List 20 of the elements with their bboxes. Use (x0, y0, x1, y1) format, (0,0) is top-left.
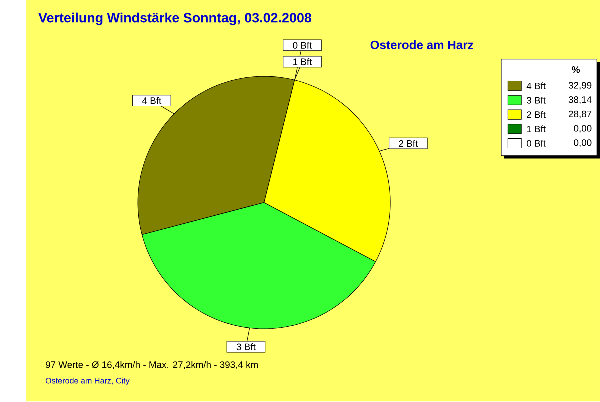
chart-subtitle: Osterode am Harz (370, 40, 474, 50)
legend-label: 4 Bft (526, 82, 546, 90)
text: Osterode am Harz, City (46, 378, 130, 386)
text: 0,00 (574, 140, 592, 148)
slice-label: 3 Bft (236, 344, 256, 351)
legend-label: 0 Bft (526, 140, 546, 148)
data-label: 38,14 (568, 96, 592, 104)
legend-label: 3 Bft (526, 97, 546, 104)
category-label: 1 Bft (294, 58, 312, 66)
legend-label: 2 Bft (527, 111, 546, 118)
slice-label: 2 Bft (399, 140, 418, 148)
text: 0,00 (574, 125, 592, 134)
text: 97 Werte - Ø 16,4km/h - Max. 27,2km/h - 393,4 km (46, 361, 258, 370)
chart-title: Verteilung Windstärke Sonntag, 03.02.2008 (38, 12, 312, 26)
category-label: 0 Bft (293, 42, 312, 50)
slice-label: 4 Bft (142, 98, 162, 104)
data-label: 28,87 (568, 111, 592, 119)
legend-title: % (572, 66, 580, 74)
data-label: 32,99 (568, 82, 592, 90)
legend-label: 1 Bft (527, 126, 546, 133)
